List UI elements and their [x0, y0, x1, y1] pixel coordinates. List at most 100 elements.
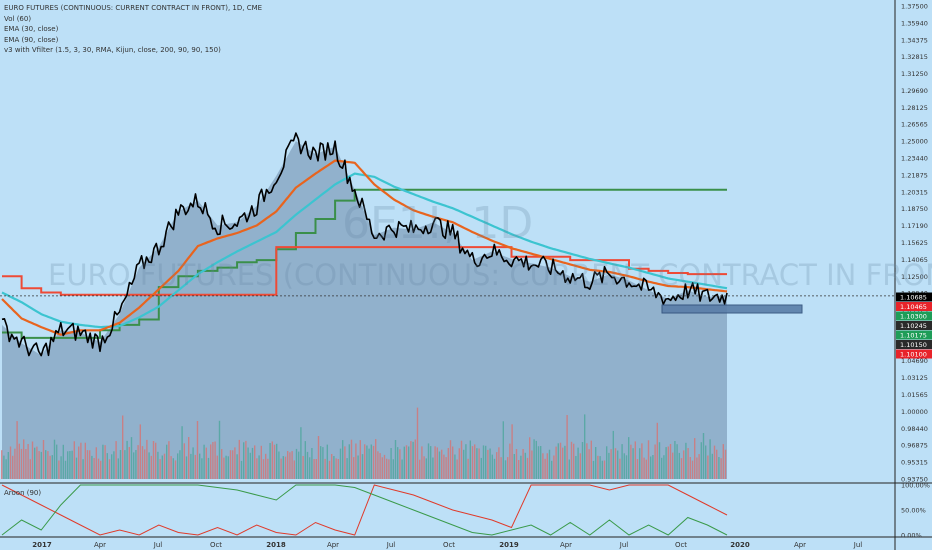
y-tick-label: 1.32815 — [901, 53, 928, 61]
volume-bar — [663, 455, 665, 479]
volume-bar — [586, 443, 588, 479]
legend-vfilter[interactable]: v3 with Vfilter (1.5, 3, 30, RMA, Kijun,… — [4, 46, 221, 54]
volume-bar — [300, 427, 302, 479]
volume-bar — [234, 447, 236, 479]
volume-bar — [108, 459, 111, 479]
volume-bar — [185, 456, 188, 479]
volume-bar — [449, 440, 452, 479]
volume-bar — [458, 448, 460, 479]
x-tick-label: Apr — [327, 541, 339, 549]
volume-bar — [685, 442, 687, 479]
volume-bar — [606, 446, 608, 479]
volume-bar — [47, 451, 49, 479]
volume-bar — [287, 451, 289, 479]
volume-bar — [350, 439, 353, 479]
volume-bar — [614, 448, 617, 479]
volume-bar — [322, 447, 324, 479]
volume-bar — [566, 415, 568, 479]
volume-bar — [487, 449, 489, 479]
legend-ema30[interactable]: EMA (30, close) — [4, 25, 59, 33]
volume-bar — [100, 460, 102, 479]
volume-bar — [392, 459, 394, 479]
volume-bar — [249, 452, 251, 479]
aroon-tick-label: 50.00% — [901, 507, 926, 515]
volume-bar — [1, 450, 3, 479]
volume-bar — [546, 453, 548, 479]
volume-bar — [608, 452, 610, 479]
x-tick-label: Oct — [443, 541, 455, 549]
volume-bar — [669, 444, 672, 479]
volume-bar — [243, 442, 245, 479]
price-label: 1.10175 — [900, 332, 927, 340]
volume-bar — [177, 453, 179, 479]
volume-bar — [438, 451, 441, 479]
volume-bar — [245, 440, 247, 479]
volume-bar — [71, 450, 73, 479]
volume-bar — [348, 444, 350, 479]
volume-bar — [359, 440, 361, 479]
volume-bar — [610, 449, 612, 479]
volume-bar — [504, 460, 507, 479]
volume-bar — [658, 442, 661, 479]
volume-bar — [469, 440, 471, 479]
price-area — [2, 141, 727, 479]
volume-bar — [700, 442, 702, 479]
volume-bar — [507, 457, 509, 479]
volume-bar — [23, 439, 25, 479]
volume-bar — [575, 456, 577, 479]
volume-bar — [5, 459, 7, 479]
volume-bar — [526, 457, 529, 479]
y-tick-label: 1.35940 — [901, 19, 928, 27]
volume-bar — [463, 449, 465, 479]
y-tick-label: 1.14065 — [901, 256, 928, 264]
volume-bar — [104, 445, 106, 479]
volume-bar — [240, 460, 243, 479]
volume-bar — [619, 458, 621, 479]
chart-legend: EURO FUTURES (CONTINUOUS: CURRENT CONTRA… — [4, 3, 262, 56]
volume-bar — [443, 454, 445, 479]
volume-bar — [337, 459, 339, 479]
aroon-label[interactable]: Aroon (90) — [4, 489, 42, 497]
volume-bar — [553, 455, 555, 479]
price-label-bg — [896, 330, 932, 340]
volume-bar — [232, 450, 234, 479]
volume-bar — [159, 459, 161, 479]
volume-bar — [381, 457, 383, 479]
volume-bar — [584, 414, 586, 479]
volume-bar — [634, 441, 636, 479]
y-tick-label: 1.20315 — [901, 188, 928, 196]
volume-bar — [724, 449, 727, 479]
volume-bar — [722, 444, 724, 479]
volume-bar — [518, 460, 520, 479]
volume-bar — [436, 447, 438, 479]
volume-bar — [698, 454, 700, 479]
legend-volume[interactable]: Vol (60) — [4, 14, 32, 23]
volume-bar — [652, 455, 654, 479]
y-tick-label: 1.18750 — [901, 205, 928, 213]
volume-bar — [399, 449, 401, 479]
legend-ema90[interactable]: EMA (90, close) — [4, 35, 59, 44]
volume-bar — [346, 458, 348, 479]
volume-bar — [711, 453, 713, 479]
volume-bar — [289, 452, 291, 479]
volume-bar — [465, 444, 467, 479]
volume-bar — [568, 459, 570, 479]
y-tick-label: 0.98440 — [901, 425, 928, 433]
volume-bar — [95, 447, 97, 479]
volume-bar — [452, 446, 454, 479]
volume-bar — [683, 450, 685, 479]
volume-bar — [42, 440, 45, 479]
price-label-bg — [896, 302, 932, 311]
x-tick-label: 2017 — [32, 541, 52, 549]
volume-bar — [628, 437, 630, 479]
volume-bar — [370, 444, 372, 479]
volume-bar — [548, 449, 551, 479]
volume-bar — [218, 420, 221, 479]
volume-bar — [227, 456, 229, 479]
legend-symbol[interactable]: EURO FUTURES (CONTINUOUS: CURRENT CONTRA… — [4, 4, 263, 12]
volume-bar — [445, 457, 447, 479]
price-label: 1.10685 — [900, 294, 927, 302]
volume-bar — [161, 455, 163, 479]
